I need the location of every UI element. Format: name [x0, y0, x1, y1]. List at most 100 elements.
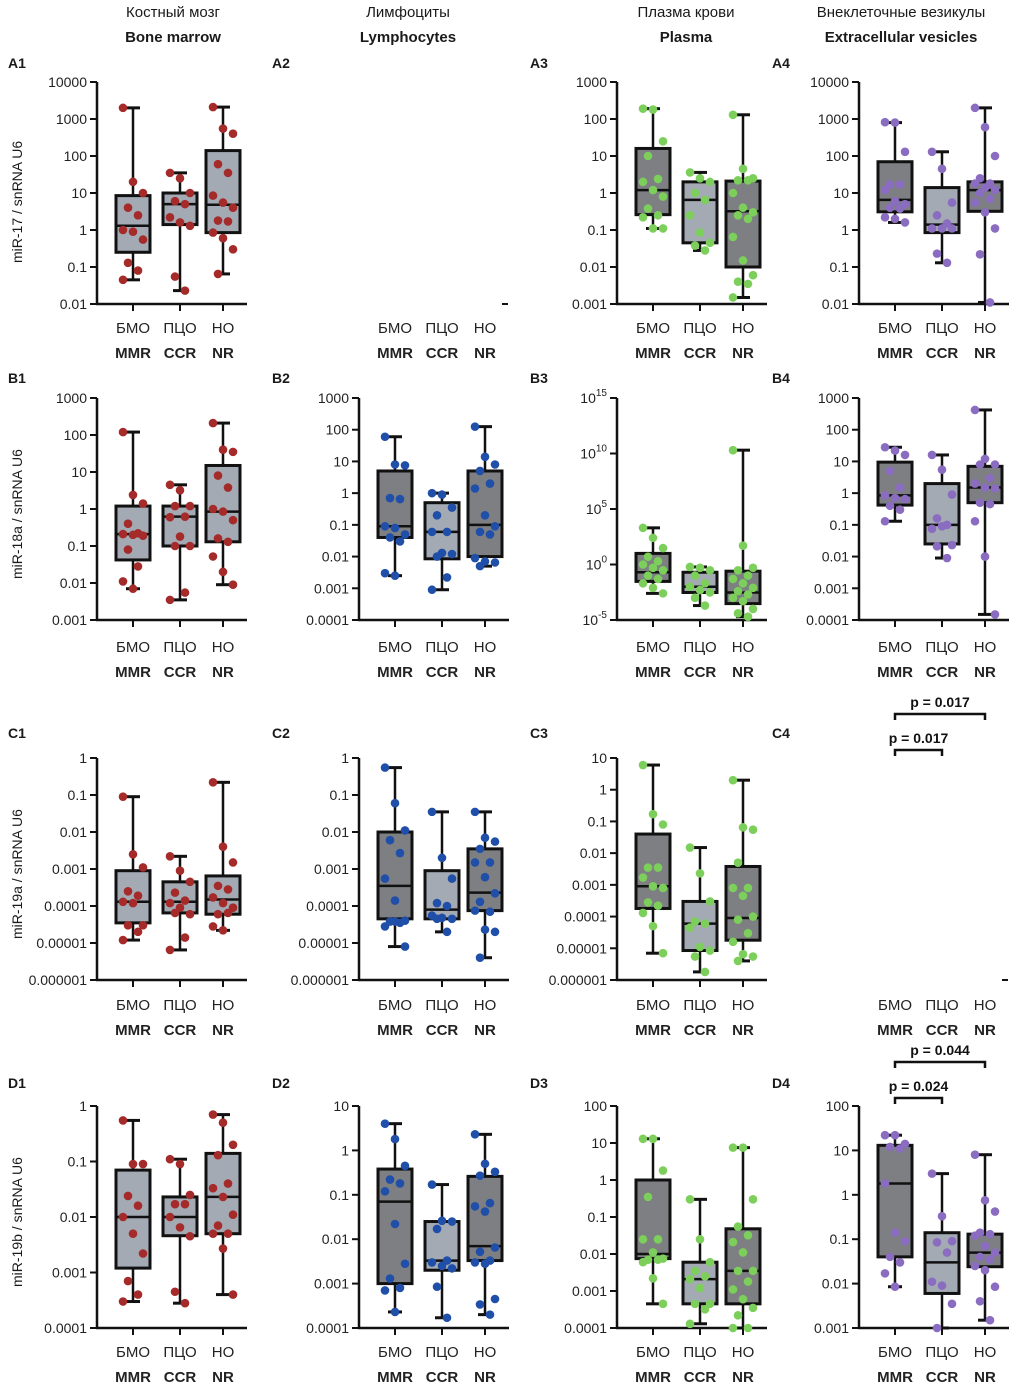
chart-d3: БМО MMR ПЦО CCR НО NR 100 10 1 0.1 0.01 0.001 0.0001 [564, 1098, 767, 1386]
data-point [123, 886, 133, 896]
data-point [748, 604, 758, 614]
y-tick-label: 1 [341, 485, 349, 501]
data-point [218, 842, 228, 852]
data-point [658, 543, 668, 553]
data-point [690, 952, 700, 961]
data-point [138, 1249, 148, 1258]
x-group-label-en: CCR [426, 664, 459, 681]
y-tick-label: 0.0001 [306, 612, 349, 628]
data-point [728, 937, 738, 947]
data-point [185, 1231, 195, 1241]
data-point [213, 909, 223, 919]
y-tick-label: 0.001 [572, 877, 607, 893]
data-point [748, 1303, 758, 1313]
data-point [638, 213, 648, 222]
data-point [447, 1264, 457, 1273]
data-point [890, 1282, 900, 1292]
data-point [180, 199, 190, 209]
data-point [648, 1248, 658, 1257]
data-point [990, 224, 1000, 233]
data-point [648, 583, 658, 593]
data-point [653, 556, 663, 566]
data-point [975, 498, 985, 507]
y-tick-label: 0.0001 [564, 1320, 607, 1336]
box-iqr [161, 880, 199, 915]
data-point [223, 1179, 233, 1188]
x-group-label-ru: ПЦО [425, 320, 458, 337]
data-point [743, 1277, 753, 1286]
data-point [980, 208, 990, 217]
y-tick-label: 1000 [818, 390, 849, 406]
data-point [118, 897, 128, 907]
chart-b1: БМО MMR ПЦО CCR НО NR 1000 100 10 1 0.1 0.01 0.001 [52, 390, 247, 681]
y-tick-label: 1 [599, 782, 607, 798]
data-point [380, 522, 390, 531]
data-point [133, 210, 143, 220]
data-point [133, 891, 143, 900]
x-group-label-ru: БМО [878, 1344, 912, 1361]
box-mmr [876, 1130, 914, 1292]
x-group-label-ru: БМО [378, 320, 412, 337]
data-point [447, 549, 457, 559]
box-ccr [681, 168, 719, 255]
data-point [437, 853, 447, 863]
data-point [185, 541, 195, 551]
data-point [400, 942, 410, 951]
data-point [695, 1234, 705, 1244]
data-point [648, 1134, 658, 1144]
x-group-label-ru: БМО [116, 639, 150, 656]
data-point [648, 882, 658, 891]
data-point [133, 562, 143, 571]
data-point [447, 914, 457, 924]
x-group-label-ru: ПЦО [163, 1344, 196, 1361]
data-point [700, 967, 710, 977]
box-iqr [204, 463, 242, 544]
x-group-label-ru: ПЦО [425, 997, 458, 1014]
x-group-label-en: MMR [115, 1022, 151, 1039]
x-group-label-en: MMR [377, 664, 413, 681]
box-iqr [634, 1178, 672, 1261]
y-tick-label: 100 [826, 148, 850, 164]
data-point [937, 465, 947, 474]
x-group-label-ru: НО [212, 997, 235, 1014]
panel-label: D2 [272, 1075, 290, 1091]
y-tick-label: 0.0001 [306, 1320, 349, 1336]
chart-d1: БМО MMR ПЦО CCR НО NR 1 0.1 0.01 0.001 0.0001 [44, 1098, 247, 1386]
x-group-label-en: MMR [635, 1369, 671, 1386]
data-point [743, 214, 753, 224]
data-point [970, 1150, 980, 1160]
data-point [942, 553, 952, 563]
data-point [728, 883, 738, 893]
chart-a3: БМО MMR ПЦО CCR НО NR 1000 100 10 1 0.1 0.01 0.001 [572, 74, 767, 362]
column-title-en: Extracellular vesicles [824, 29, 978, 46]
data-point [927, 524, 937, 534]
x-group-label-ru: НО [474, 639, 497, 656]
data-point [128, 490, 138, 500]
data-point [748, 270, 758, 280]
data-point [432, 1282, 442, 1292]
data-point [638, 1234, 648, 1244]
data-point [165, 595, 175, 605]
y-tick-label: 0.1 [68, 1154, 88, 1170]
data-point [480, 833, 490, 843]
data-point [175, 173, 185, 183]
data-point [733, 915, 743, 924]
data-point [728, 445, 738, 455]
x-group-label-ru: БМО [116, 997, 150, 1014]
data-point [743, 1231, 753, 1240]
data-point [180, 1298, 190, 1308]
x-group-label-ru: ПЦО [683, 997, 716, 1014]
data-point [980, 1241, 990, 1251]
data-point [690, 917, 700, 926]
data-point [885, 180, 895, 189]
x-group-label-en: NR [732, 345, 754, 362]
data-point [427, 488, 437, 498]
data-point [395, 1283, 405, 1293]
box-ccr [161, 852, 199, 955]
data-point [932, 210, 942, 220]
y-tick-label: 1 [599, 185, 607, 201]
data-point [990, 1282, 1000, 1292]
y-tick-label: 10 [591, 148, 607, 164]
data-point [400, 826, 410, 835]
y-tick-label: 10000 [48, 74, 87, 90]
